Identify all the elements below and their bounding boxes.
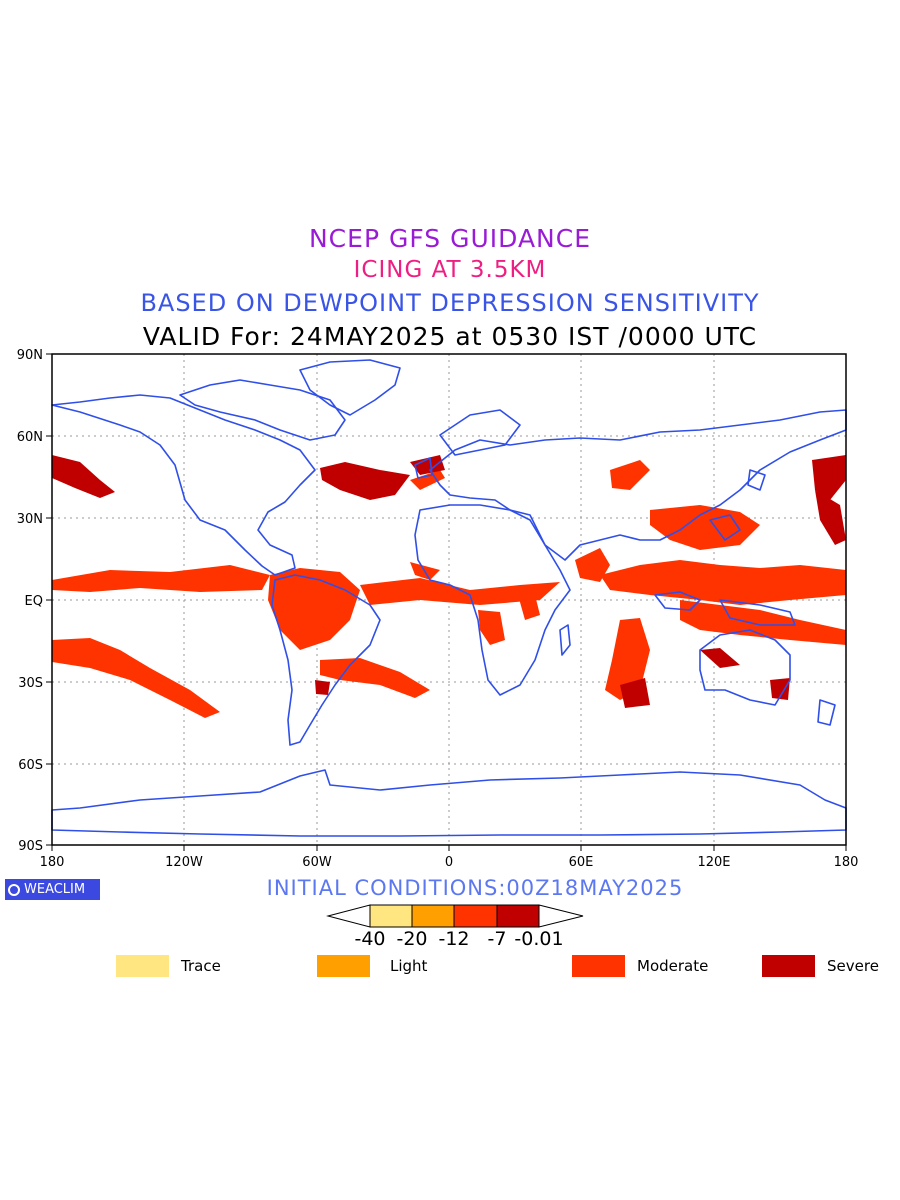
legend-swatch-light (317, 955, 370, 977)
weaclim-logo: WEACLIM (5, 879, 100, 900)
colorbar (326, 904, 584, 928)
lon-label-60w: 60W (302, 855, 332, 870)
lon-label-0: 0 (445, 855, 453, 870)
legend-label-trace: Trace (181, 957, 221, 975)
lon-label-60e: 60E (569, 855, 594, 870)
legend-swatch-moderate (572, 955, 625, 977)
colorbar-bin-light (411, 904, 455, 928)
colorbar-tick-label: -20 (396, 928, 428, 950)
lat-label-30n: 30N (17, 512, 43, 527)
legend-swatch-trace (116, 955, 169, 977)
colorbar-bin-moderate (453, 904, 498, 928)
lon-label-180e: 180 (834, 855, 859, 870)
axis-ticks (46, 353, 847, 851)
legend-item-trace: Trace (116, 955, 221, 977)
colorbar-bin-trace (369, 904, 413, 928)
lat-label-60s: 60S (18, 758, 43, 773)
legend-label-severe: Severe (827, 957, 879, 975)
logo-circle-icon (8, 883, 20, 896)
chart-subtitle-level: ICING AT 3.5KM (353, 257, 547, 283)
colorbar-tick-label: -0.01 (514, 928, 564, 950)
lat-label-eq: EQ (25, 594, 43, 609)
colorbar-low-arrow (326, 904, 371, 928)
lat-label-60n: 60N (17, 430, 43, 445)
legend-swatch-severe (762, 955, 815, 977)
icing-areas (52, 455, 846, 718)
coastlines (51, 359, 847, 837)
colorbar-tick-label: -7 (487, 928, 507, 950)
lat-label-30s: 30S (18, 676, 43, 691)
colorbar-high-arrow (538, 904, 584, 928)
lon-label-120w: 120W (165, 855, 203, 870)
colorbar-tick-label: -12 (438, 928, 470, 950)
legend-label-light: Light (390, 957, 428, 975)
initial-conditions: INITIAL CONDITIONS:00Z18MAY2025 (266, 876, 684, 900)
lon-label-120e: 120E (697, 855, 730, 870)
colorbar-tick-label: -40 (354, 928, 386, 950)
chart-title: NCEP GFS GUIDANCE (308, 224, 591, 253)
logo-text: WEACLIM (24, 882, 86, 897)
legend-label-moderate: Moderate (637, 957, 709, 975)
lat-label-90s: 90S (18, 839, 43, 854)
valid-time: VALID For: 24MAY2025 at 0530 IST /0000 U… (142, 322, 758, 351)
legend-item-moderate: Moderate (572, 955, 708, 977)
chart-subtitle-method: BASED ON DEWPOINT DEPRESSION SENSITIVITY (140, 289, 760, 317)
lon-label-180w: 180 (40, 855, 65, 870)
colorbar-bin-severe (496, 904, 540, 928)
legend-item-light: Light (317, 955, 427, 977)
legend-item-severe: Severe (762, 955, 879, 977)
lat-label-90n: 90N (17, 348, 43, 363)
